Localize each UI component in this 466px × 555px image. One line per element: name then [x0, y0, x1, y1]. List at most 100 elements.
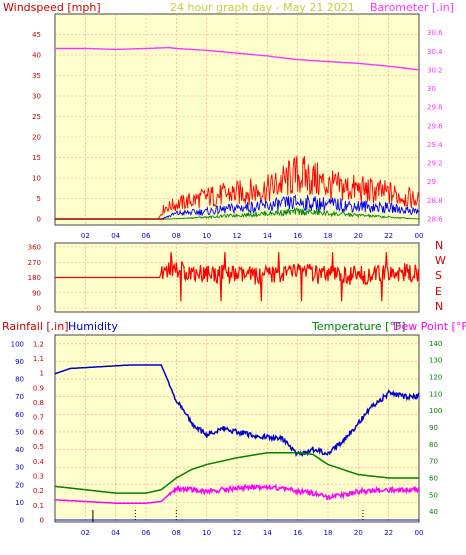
wind-xtick-label: 10	[202, 232, 211, 240]
wind-xtick-label: 14	[263, 232, 272, 240]
direction-ytick-label: 180	[28, 274, 41, 282]
humidity-ytick-label: 90	[15, 358, 24, 366]
direction-label-n-bottom: N	[435, 300, 444, 313]
direction-label-n-top: N	[435, 239, 444, 252]
direction-ytick-label: 0	[37, 305, 41, 313]
barometer-ytick-label: 30.4	[427, 48, 443, 56]
humidity-line	[54, 364, 420, 457]
humidity-ytick-label: 80	[15, 376, 24, 384]
rain-ytick-label: 1.2	[33, 340, 44, 348]
barometer-ytick-label: 29.2	[427, 160, 443, 168]
temperature-ytick-label: 70	[429, 458, 438, 466]
temperature-ytick-label: 60	[429, 474, 438, 482]
wind-xtick-label: 22	[384, 232, 393, 240]
humidity-ytick-label: 60	[15, 411, 24, 419]
dewpoint-label: Dew Point [°F]	[393, 320, 466, 333]
temperature-xtick-label: 16	[293, 529, 302, 537]
wind-ytick-label: 40	[32, 52, 41, 60]
rain-ytick-label: 1	[40, 370, 44, 378]
wind-ytick-label: 30	[32, 93, 41, 101]
direction-label-s: S	[435, 269, 442, 282]
rain-ytick-label: 1.1	[33, 355, 44, 363]
temperature-xtick-label: 20	[354, 529, 363, 537]
direction-ytick-label: 90	[32, 289, 41, 297]
rain-ytick-label: 0	[40, 517, 44, 525]
temperature-ytick-label: 110	[429, 390, 442, 398]
wind-xtick-label: 06	[142, 232, 151, 240]
wind-ytick-label: 15	[32, 154, 41, 162]
temperature-xtick-label: 00	[415, 529, 424, 537]
humidity-ytick-label: 20	[15, 481, 24, 489]
barometer-ytick-label: 30	[427, 85, 436, 93]
rain-ytick-label: 0.2	[33, 487, 44, 495]
temperature-xtick-label: 02	[81, 529, 90, 537]
direction-label-w: W	[435, 254, 446, 267]
barometer-ytick-label: 29.8	[427, 104, 443, 112]
barometer-ytick-label: 29.6	[427, 122, 443, 130]
temperature-ytick-label: 120	[429, 374, 442, 382]
wind-ytick-label: 0	[37, 216, 41, 224]
wind-xtick-label: 20	[354, 232, 363, 240]
direction-ytick-label: 360	[28, 244, 41, 252]
wind-ytick-label: 5	[37, 195, 41, 203]
temperature-xtick-label: 06	[142, 529, 151, 537]
temperature-xtick-label: 10	[202, 529, 211, 537]
humidity-ytick-label: 70	[15, 393, 24, 401]
humidity-ytick-label: 40	[15, 446, 24, 454]
wind-xtick-label: 02	[81, 232, 90, 240]
temperature-xtick-label: 04	[111, 529, 120, 537]
wind-direction-line	[55, 252, 420, 302]
temperature-ytick-label: 130	[429, 357, 442, 365]
temperature-ytick-label: 50	[429, 491, 438, 499]
temperature-line	[55, 451, 419, 494]
temperature-xtick-label: 22	[384, 529, 393, 537]
temperature-xtick-label: 14	[263, 529, 272, 537]
barometer-ytick-label: 29.4	[427, 141, 443, 149]
rain-ytick-label: 0.4	[33, 458, 45, 466]
humidity-ytick-label: 10	[15, 499, 24, 507]
temperature-xtick-label: 18	[324, 529, 333, 537]
temperature-ytick-label: 100	[429, 407, 442, 415]
chart-title: 24 hour graph day - May 21 2021	[170, 1, 355, 14]
temperature-ytick-label: 80	[429, 441, 438, 449]
dewpoint-line	[54, 483, 420, 504]
direction-ytick-label: 270	[28, 259, 41, 267]
humidity-ytick-label: 100	[11, 340, 24, 348]
rain-ytick-label: 0.6	[33, 428, 45, 436]
wind-ytick-label: 10	[32, 175, 41, 183]
rain-ytick-label: 0.5	[33, 443, 44, 451]
temperature-ytick-label: 90	[429, 424, 438, 432]
rainfall-label: Rainfall [.in]	[2, 320, 69, 333]
rain-ytick-label: 0.7	[33, 414, 44, 422]
humidity-ytick-label: 30	[15, 464, 24, 472]
humidity-label: Humidity	[68, 320, 118, 333]
rain-ytick-label: 0.8	[33, 399, 44, 407]
wind-xtick-label: 12	[233, 232, 242, 240]
barometer-line	[55, 46, 420, 71]
wind-ytick-label: 20	[32, 134, 41, 142]
temperature-xtick-label: 12	[233, 529, 242, 537]
wind-xtick-label: 08	[172, 232, 181, 240]
wind-ytick-label: 45	[32, 31, 41, 39]
barometer-ytick-label: 28.6	[427, 216, 443, 224]
barometer-ytick-label: 28.8	[427, 197, 443, 205]
barometer-ytick-label: 30.2	[427, 66, 443, 74]
rain-ytick-label: 0.1	[33, 502, 44, 510]
temperature-ytick-label: 40	[429, 508, 438, 516]
barometer-ytick-label: 30.6	[427, 29, 443, 37]
wind-xtick-label: 16	[293, 232, 302, 240]
wind-xtick-label: 00	[415, 232, 424, 240]
wind-ytick-label: 25	[32, 113, 41, 121]
wind-ytick-label: 35	[32, 72, 41, 80]
windspeed-label: Windspeed [mph]	[3, 1, 101, 14]
wind-xtick-label: 04	[111, 232, 120, 240]
direction-label-e: E	[435, 285, 442, 298]
rain-ytick-label: 0.3	[33, 472, 44, 480]
temperature-xtick-label: 08	[172, 529, 181, 537]
humidity-ytick-label: 0	[20, 517, 24, 525]
barometer-label: Barometer [.in]	[370, 1, 454, 14]
humidity-ytick-label: 50	[15, 428, 24, 436]
barometer-ytick-label: 29	[427, 178, 436, 186]
